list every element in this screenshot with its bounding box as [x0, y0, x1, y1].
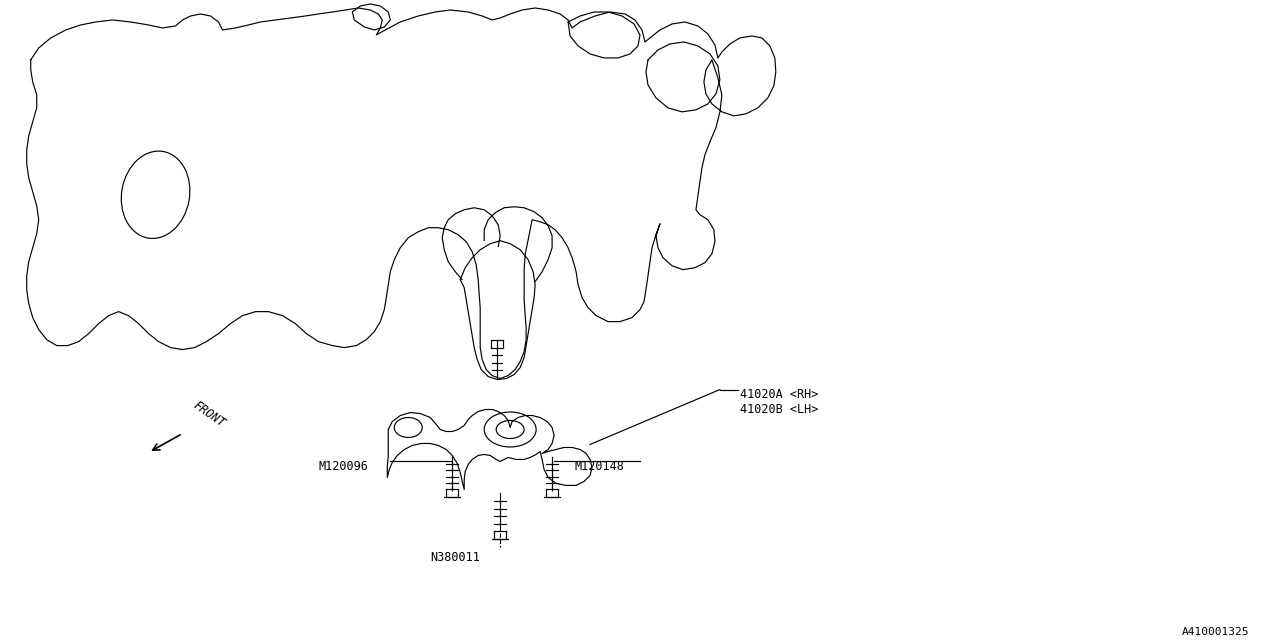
Text: M120148: M120148: [573, 460, 623, 474]
Text: 41020B <LH>: 41020B <LH>: [740, 403, 818, 415]
Text: N380011: N380011: [430, 551, 480, 564]
Text: 41020A <RH>: 41020A <RH>: [740, 388, 818, 401]
Text: A410001325: A410001325: [1181, 627, 1249, 637]
Text: FRONT: FRONT: [191, 399, 227, 429]
Text: M120096: M120096: [319, 460, 369, 474]
